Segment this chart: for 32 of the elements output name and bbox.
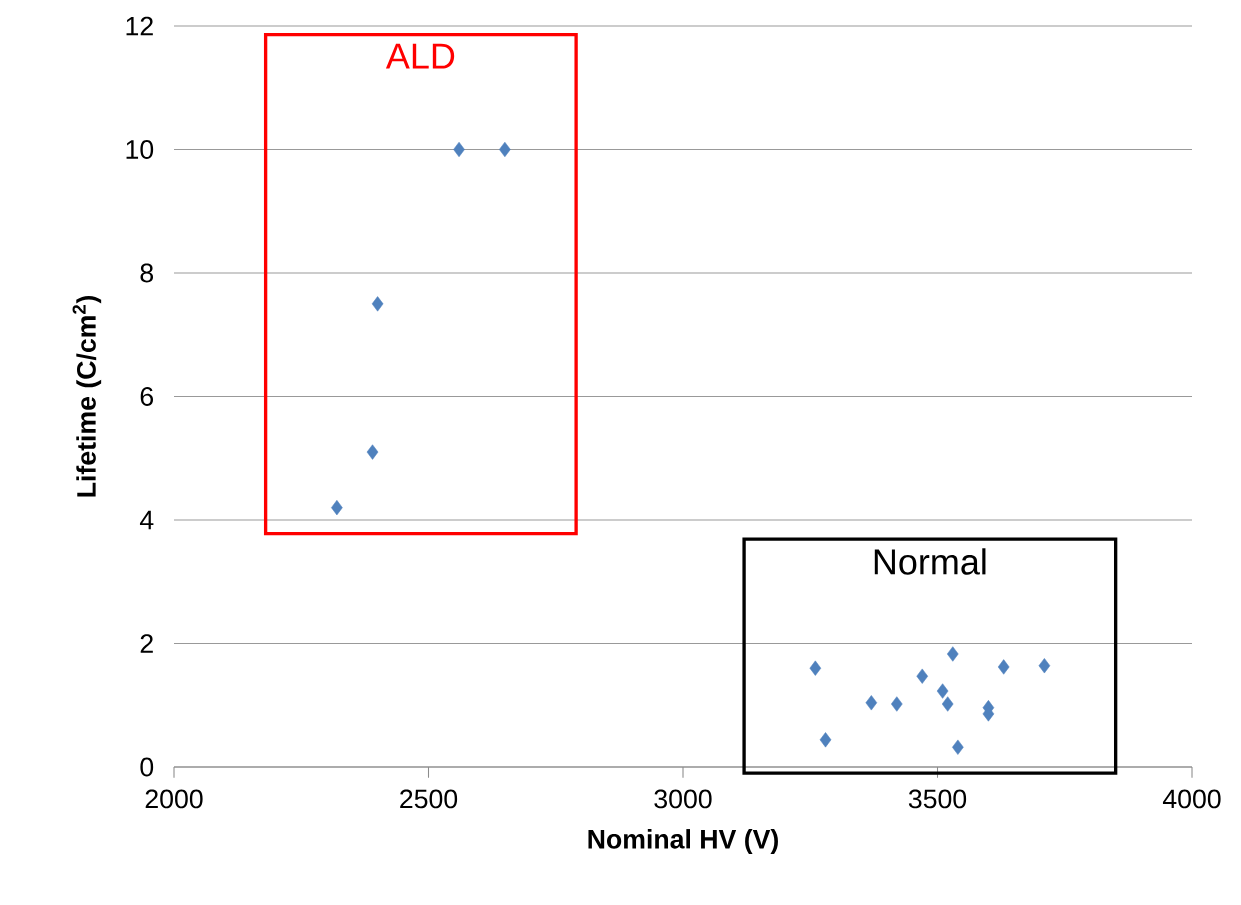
point — [916, 668, 929, 684]
point — [865, 695, 878, 711]
y-tick-label: 12 — [126, 16, 153, 36]
point — [499, 141, 511, 158]
y-tick-label: 8 — [140, 263, 154, 283]
y-tick-label: 2 — [140, 634, 153, 653]
point — [891, 696, 903, 712]
point — [947, 646, 959, 662]
y-tick-label: 6 — [140, 387, 154, 406]
point — [331, 500, 343, 516]
point — [941, 696, 954, 712]
x-tick-label: 2000 — [145, 789, 203, 809]
x-tick-label: 3000 — [654, 789, 712, 809]
point — [371, 296, 384, 312]
annotation: ALD — [385, 43, 455, 69]
y-axis-title: Lifetime (C/cm$^{2}$) — [72, 295, 102, 497]
point — [936, 683, 949, 699]
x-axis-title: Nominal HV (V) — [588, 829, 778, 854]
point — [1038, 658, 1051, 674]
y-tick-label: 0 — [140, 757, 154, 777]
x-tick-label: 2500 — [400, 789, 458, 809]
annotation: Normal — [874, 548, 986, 575]
point — [809, 660, 822, 676]
point — [453, 141, 465, 158]
x-tick-label: 4000 — [1162, 789, 1221, 809]
x-tick-label: 3500 — [908, 789, 967, 809]
point — [997, 659, 1010, 675]
point — [366, 444, 379, 460]
y-tick-label: 10 — [126, 140, 154, 159]
y-tick-label: 4 — [139, 510, 154, 530]
point — [952, 739, 964, 755]
point — [819, 732, 832, 748]
